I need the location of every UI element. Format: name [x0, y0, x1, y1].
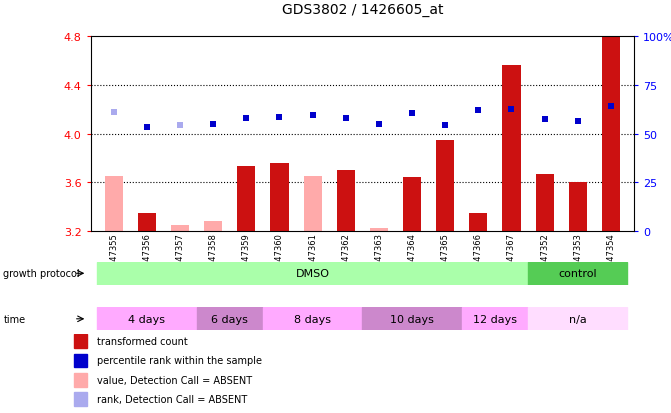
Text: growth protocol: growth protocol [3, 268, 80, 279]
Text: 4 days: 4 days [128, 314, 166, 324]
Text: 10 days: 10 days [390, 314, 434, 324]
Text: 6 days: 6 days [211, 314, 248, 324]
Bar [105, 177, 123, 231]
Bar [370, 229, 388, 231]
Bar [263, 308, 362, 330]
Text: value, Detection Call = ABSENT: value, Detection Call = ABSENT [97, 375, 252, 385]
Point [142, 125, 152, 131]
Point [274, 114, 285, 121]
Point [539, 116, 550, 123]
Bar [602, 37, 620, 231]
Point [208, 121, 219, 128]
Text: DMSO: DMSO [296, 268, 329, 279]
Bar [97, 262, 528, 285]
Bar [171, 225, 189, 231]
Bar [528, 262, 627, 285]
Text: n/a: n/a [569, 314, 586, 324]
Point [473, 108, 484, 114]
Text: time: time [3, 314, 25, 324]
Bar [436, 140, 454, 231]
Text: GDS3802 / 1426605_at: GDS3802 / 1426605_at [282, 2, 443, 17]
Bar [362, 308, 462, 330]
Text: control: control [558, 268, 597, 279]
Text: rank, Detection Call = ABSENT: rank, Detection Call = ABSENT [97, 394, 248, 404]
Point [440, 122, 450, 129]
Point [109, 109, 119, 116]
Text: 8 days: 8 days [294, 314, 331, 324]
Bar [568, 183, 587, 231]
Bar [337, 171, 355, 231]
Bar [535, 174, 554, 231]
Point [174, 122, 185, 129]
Point [407, 110, 417, 117]
Point [572, 119, 583, 126]
Bar [138, 213, 156, 231]
Bar [74, 335, 87, 348]
Text: transformed count: transformed count [97, 336, 188, 346]
Text: percentile rank within the sample: percentile rank within the sample [97, 356, 262, 366]
Bar [204, 222, 222, 231]
Bar [503, 66, 521, 231]
Point [506, 107, 517, 113]
Bar [74, 392, 87, 406]
Bar [74, 354, 87, 367]
Point [340, 115, 351, 122]
Point [374, 121, 384, 128]
Point [307, 113, 318, 119]
Bar [74, 373, 87, 387]
Bar [303, 177, 321, 231]
Point [241, 115, 252, 122]
Bar [97, 308, 197, 330]
Text: 12 days: 12 days [473, 314, 517, 324]
Bar [197, 308, 263, 330]
Point [605, 103, 616, 109]
Bar [238, 167, 256, 231]
Bar [403, 178, 421, 231]
Bar [528, 308, 627, 330]
Bar [469, 213, 487, 231]
Bar [462, 308, 528, 330]
Bar [270, 164, 289, 231]
